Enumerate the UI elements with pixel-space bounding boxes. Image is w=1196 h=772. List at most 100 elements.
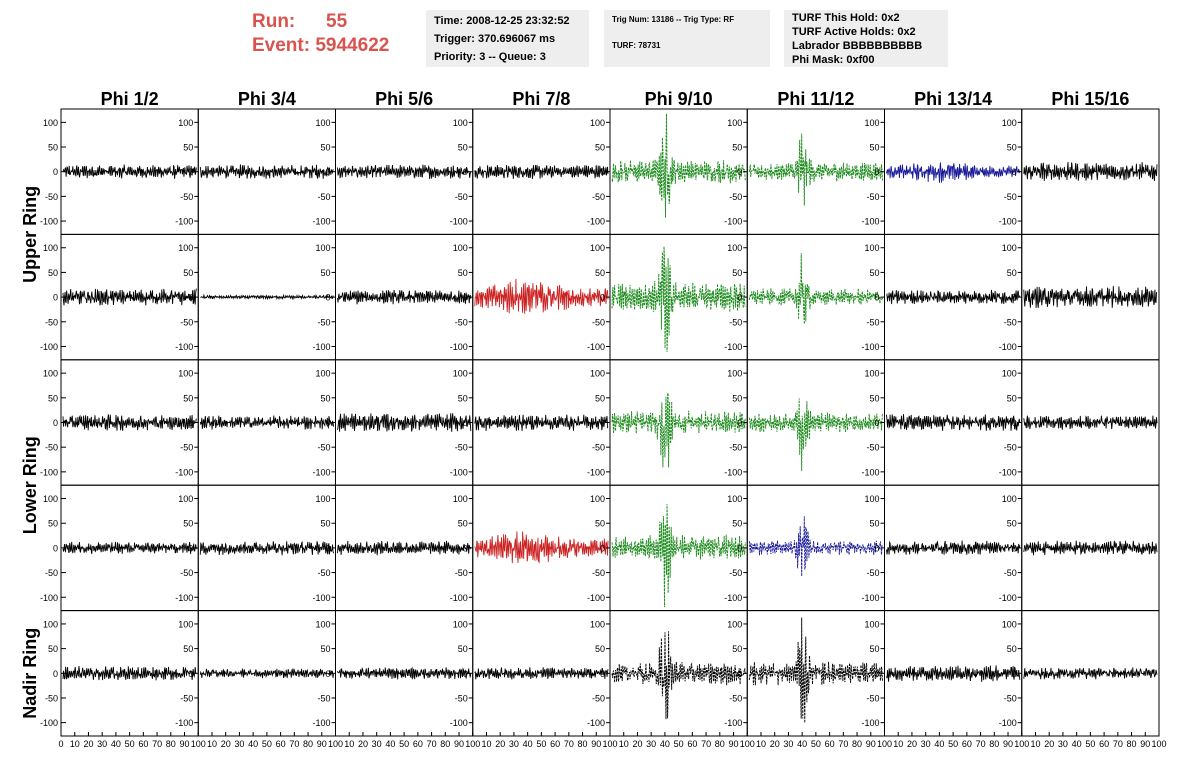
waveform-line <box>748 516 883 577</box>
y-tick-label: -50 <box>317 693 330 703</box>
y-tick-label: 100 <box>864 118 879 128</box>
column-title: Phi 9/10 <box>645 89 713 109</box>
waveform-line <box>474 531 609 564</box>
y-tick-label: -100 <box>724 593 742 603</box>
ring-label: Lower Ring <box>20 436 40 534</box>
y-tick-label: 100 <box>315 494 330 504</box>
y-tick-label: -50 <box>455 693 468 703</box>
x-tick-label: 70 <box>564 739 574 749</box>
waveform-line <box>886 289 1021 305</box>
waveform-line <box>1023 540 1158 556</box>
y-tick-label: -100 <box>450 217 468 227</box>
x-tick-label: 20 <box>83 739 93 749</box>
y-tick-label: 100 <box>727 369 742 379</box>
y-tick-label: -100 <box>999 467 1017 477</box>
ring-label: Nadir Ring <box>20 628 40 719</box>
x-tick-label: 80 <box>166 739 176 749</box>
y-tick-label: 100 <box>315 369 330 379</box>
y-tick-label: 50 <box>732 268 742 278</box>
y-tick-label: -50 <box>45 317 58 327</box>
x-tick-label: 70 <box>289 739 299 749</box>
y-tick-label: 50 <box>458 519 468 529</box>
y-tick-label: -100 <box>587 593 605 603</box>
y-tick-label: 100 <box>315 243 330 253</box>
waveform-line <box>337 413 472 432</box>
y-tick-label: 50 <box>48 143 58 153</box>
x-tick-label: 50 <box>811 739 821 749</box>
waveform-line <box>199 415 334 430</box>
y-tick-label: 100 <box>1002 619 1017 629</box>
x-tick-label: 30 <box>97 739 107 749</box>
y-tick-label: 0 <box>874 669 879 679</box>
y-tick-label: -100 <box>587 718 605 728</box>
y-tick-label: 0 <box>463 418 468 428</box>
y-tick-label: -50 <box>729 693 742 703</box>
waveform-line <box>1023 286 1158 308</box>
column-title: Phi 5/6 <box>375 89 433 109</box>
y-tick-label: 0 <box>325 543 330 553</box>
trig-num-text: Trig Num: 13186 -- Trig Type: RF <box>612 15 735 24</box>
y-tick-label: -100 <box>724 467 742 477</box>
y-tick-label: -100 <box>450 342 468 352</box>
y-tick-label: 50 <box>458 143 468 153</box>
y-tick-label: 50 <box>1007 644 1017 654</box>
y-tick-label: 100 <box>727 619 742 629</box>
y-tick-label: 100 <box>864 619 879 629</box>
y-tick-label: -100 <box>724 718 742 728</box>
y-tick-label: 100 <box>43 118 58 128</box>
waveform-line <box>748 133 883 206</box>
y-tick-label: 50 <box>320 143 330 153</box>
y-tick-label: 50 <box>458 268 468 278</box>
y-tick-label: -50 <box>866 693 879 703</box>
y-tick-label: 100 <box>453 619 468 629</box>
x-tick-label: 30 <box>234 739 244 749</box>
y-tick-label: -50 <box>180 568 193 578</box>
y-tick-label: 100 <box>727 118 742 128</box>
x-tick-label: 80 <box>715 739 725 749</box>
x-tick-label: 40 <box>797 739 807 749</box>
x-tick-label: 50 <box>674 739 684 749</box>
y-tick-label: -50 <box>1004 568 1017 578</box>
waveform-line <box>748 617 883 723</box>
run-row: Run: 55 <box>252 10 422 34</box>
y-tick-label: -100 <box>40 217 58 227</box>
waveform-line <box>474 278 609 314</box>
waveform-line <box>1023 667 1158 680</box>
waveform-line <box>1023 161 1158 182</box>
y-tick-label: 50 <box>595 519 605 529</box>
y-tick-label: 50 <box>732 519 742 529</box>
x-tick-label: 20 <box>770 739 780 749</box>
x-tick-label: 70 <box>1113 739 1123 749</box>
y-tick-label: 100 <box>453 243 468 253</box>
x-tick-label: 40 <box>248 739 258 749</box>
y-tick-label: 0 <box>874 543 879 553</box>
y-tick-label: -100 <box>175 718 193 728</box>
x-tick-label: 60 <box>1099 739 1109 749</box>
y-tick-label: -100 <box>861 342 879 352</box>
y-tick-label: 50 <box>48 644 58 654</box>
x-tick-label: 100 <box>740 739 755 749</box>
y-tick-label: -100 <box>312 217 330 227</box>
x-tick-label: 40 <box>385 739 395 749</box>
x-tick-label: 10 <box>756 739 766 749</box>
y-tick-label: -50 <box>180 192 193 202</box>
y-tick-label: 0 <box>188 669 193 679</box>
y-tick-label: 50 <box>320 393 330 403</box>
x-tick-label: 30 <box>1058 739 1068 749</box>
y-tick-label: -100 <box>175 467 193 477</box>
y-tick-label: 50 <box>732 393 742 403</box>
y-tick-label: 100 <box>864 369 879 379</box>
x-tick-label: 50 <box>536 739 546 749</box>
x-tick-label: 60 <box>138 739 148 749</box>
y-tick-label: -50 <box>592 693 605 703</box>
y-tick-label: -100 <box>587 342 605 352</box>
waveform-line <box>1023 415 1158 430</box>
y-tick-label: 50 <box>1007 143 1017 153</box>
y-tick-label: 100 <box>1002 494 1017 504</box>
waveform-line <box>199 667 334 679</box>
y-tick-label: 0 <box>325 669 330 679</box>
x-tick-label: 100 <box>877 739 892 749</box>
y-tick-label: -100 <box>450 467 468 477</box>
y-tick-label: 50 <box>183 519 193 529</box>
y-tick-label: -100 <box>999 718 1017 728</box>
